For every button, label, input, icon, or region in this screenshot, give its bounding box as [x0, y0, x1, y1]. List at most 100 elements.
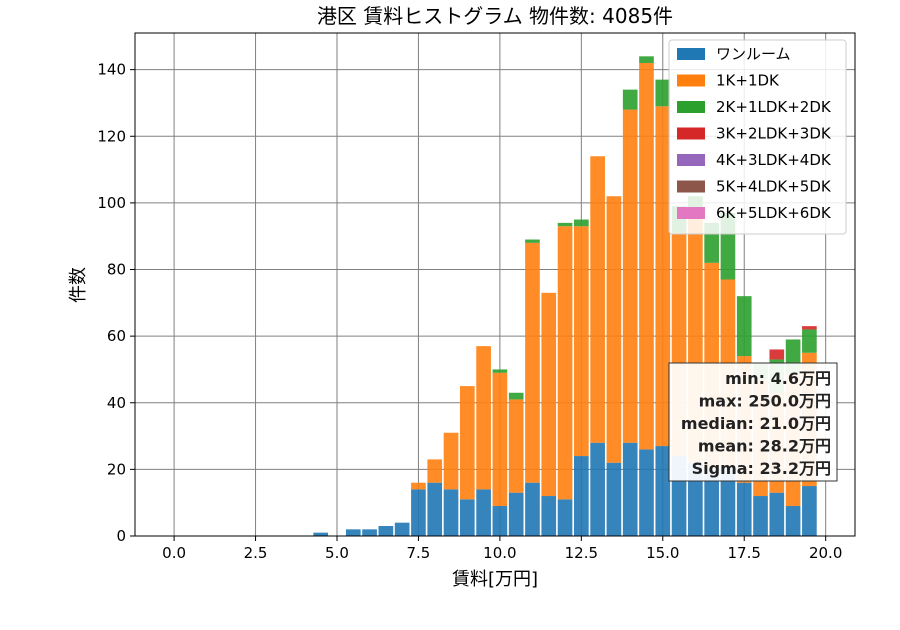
bar-segment-series-0-bin-16: [574, 456, 589, 536]
legend-swatch: [677, 154, 705, 166]
bar-segment-series-3-bin-28: [769, 349, 785, 360]
x-tick-label: 5.0: [325, 544, 349, 562]
bar-segment-series-0-bin-3: [362, 529, 377, 536]
y-tick-label: 0: [116, 527, 126, 545]
legend-box: [668, 39, 847, 235]
legend-swatch: [677, 48, 705, 60]
bar-segment-series-0-bin-27: [753, 496, 768, 536]
legend: ワンルーム 1K+1DK 2K+1LDK+2DK 3K+2LDK+3DK 4K+3LDK…: [668, 39, 847, 235]
bar-segment-series-0-bin-25: [720, 466, 736, 536]
bar-segment-series-0-bin-2: [345, 529, 361, 536]
legend-label: 4K+3LDK+4DK: [716, 151, 832, 169]
bar-segment-series-1-bin-17: [590, 156, 605, 443]
x-tick-label: 20.0: [809, 544, 842, 562]
bar-segment-series-0-bin-6: [411, 489, 426, 536]
bar-segment-series-1-bin-9: [459, 386, 475, 500]
bar-segment-series-0-bin-30: [802, 486, 817, 536]
legend-swatch: [677, 101, 705, 113]
bar-segment-series-0-bin-9: [459, 499, 475, 536]
stats-line: max: 250.0万円: [699, 392, 831, 411]
bar-segment-series-0-bin-19: [622, 442, 638, 536]
bar-segment-series-2-bin-30: [802, 329, 817, 353]
y-axis-ticks: 0 20 40 60 80 100 120 140: [97, 61, 135, 545]
bar-segment-series-0-bin-29: [785, 506, 801, 536]
bar-segment-series-2-bin-19: [622, 89, 638, 110]
bar-segment-series-0-bin-4: [378, 526, 394, 536]
bar-segment-series-1-bin-12: [508, 399, 524, 493]
x-axis-ticks: 0.0 2.5 5.0 7.5 10.0 12.5 15.0 17.5 20.0: [162, 536, 842, 562]
bar-segment-series-1-bin-10: [476, 346, 491, 490]
stats-line: Sigma: 23.2万円: [692, 459, 831, 478]
x-tick-label: 17.5: [728, 544, 761, 562]
bar-segment-series-0-bin-18: [606, 462, 622, 536]
bar-segment-series-2-bin-26: [736, 296, 752, 357]
bar-segment-series-0-bin-7: [427, 482, 443, 536]
x-tick-label: 7.5: [407, 544, 431, 562]
legend-label: 1K+1DK: [716, 72, 780, 90]
bar-segment-series-0-bin-8: [443, 489, 459, 536]
bar-segment-series-0-bin-10: [476, 489, 491, 536]
bar-segment-series-0-bin-14: [541, 496, 557, 536]
bar-segment-series-2-bin-11: [492, 369, 508, 373]
y-tick-label: 100: [97, 194, 126, 212]
bar-segment-series-0-bin-11: [492, 506, 508, 536]
bar-segment-series-0-bin-24: [704, 469, 719, 536]
x-tick-label: 10.0: [483, 544, 516, 562]
bar-segment-series-2-bin-15: [557, 222, 573, 227]
bar-segment-series-1-bin-21: [655, 106, 671, 447]
bar-segment-series-0-bin-13: [525, 482, 540, 536]
plot-frame: [134, 32, 856, 537]
x-tick-label: 12.5: [565, 544, 598, 562]
y-tick-label: 20: [107, 460, 126, 478]
bar-segment-series-0-bin-12: [508, 492, 524, 536]
bar-segment-series-2-bin-21: [655, 79, 671, 107]
bar-segment-series-1-bin-7: [427, 459, 443, 483]
bar-segment-series-2-bin-16: [574, 219, 589, 227]
stats-box-frame: [668, 362, 838, 482]
bar-segment-series-1-bin-15: [557, 226, 573, 500]
stats-line: median: 21.0万円: [681, 414, 831, 433]
bar-segment-series-0-bin-20: [639, 449, 654, 536]
bar-segment-series-1-bin-14: [541, 292, 557, 497]
y-axis-label: 件数: [68, 267, 89, 303]
x-tick-label: 15.0: [646, 544, 679, 562]
stats-line: min: 4.6万円: [725, 369, 831, 388]
bar-segment-series-0-bin-21: [655, 446, 671, 536]
bar-segment-series-0-bin-5: [394, 522, 410, 536]
stats-line: mean: 28.2万円: [698, 437, 831, 456]
bar-segment-series-1-bin-19: [622, 109, 638, 443]
x-tick-label: 0.0: [162, 544, 186, 562]
bar-segment-series-1-bin-8: [443, 432, 459, 490]
y-tick-label: 60: [107, 327, 126, 345]
legend-label: 5K+4LDK+5DK: [716, 178, 832, 196]
stats-box: min: 4.6万円 max: 250.0万円 median: 21.0万円 mean…: [668, 362, 838, 482]
bar-segment-series-0-bin-28: [769, 492, 785, 536]
bar-segment-series-0-bin-17: [590, 442, 605, 536]
bar-segment-series-0-bin-26: [736, 482, 752, 536]
bar-segment-series-0-bin-15: [557, 499, 573, 536]
legend-label: ワンルーム: [716, 45, 791, 63]
bar-segment-series-1-bin-6: [411, 482, 426, 490]
legend-swatch: [677, 74, 705, 87]
y-tick-label: 80: [107, 261, 126, 279]
chart-title: 港区 賃料ヒストグラム 物件数: 4085件: [317, 4, 673, 28]
bar-segment-series-2-bin-13: [525, 239, 540, 243]
x-axis-label: 賃料[万円]: [452, 569, 538, 590]
y-tick-label: 120: [97, 127, 126, 145]
bar-segment-series-1-bin-18: [606, 196, 622, 463]
bar-segment-series-3-bin-30: [802, 326, 817, 330]
legend-swatch: [677, 207, 705, 219]
bar-segment-series-2-bin-20: [639, 56, 654, 63]
legend-label: 6K+5LDK+6DK: [716, 204, 832, 222]
bar-segment-series-1-bin-13: [525, 242, 540, 483]
bar-segment-series-1-bin-11: [492, 372, 508, 507]
legend-label: 2K+1LDK+2DK: [716, 98, 832, 116]
bar-segment-series-1-bin-20: [639, 62, 654, 450]
bar-segment-series-2-bin-12: [508, 392, 524, 400]
y-tick-label: 140: [97, 61, 126, 79]
legend-swatch: [677, 180, 705, 193]
bar-segment-series-0-bin-0: [313, 532, 329, 536]
y-tick-label: 40: [107, 394, 126, 412]
x-tick-label: 2.5: [244, 544, 268, 562]
